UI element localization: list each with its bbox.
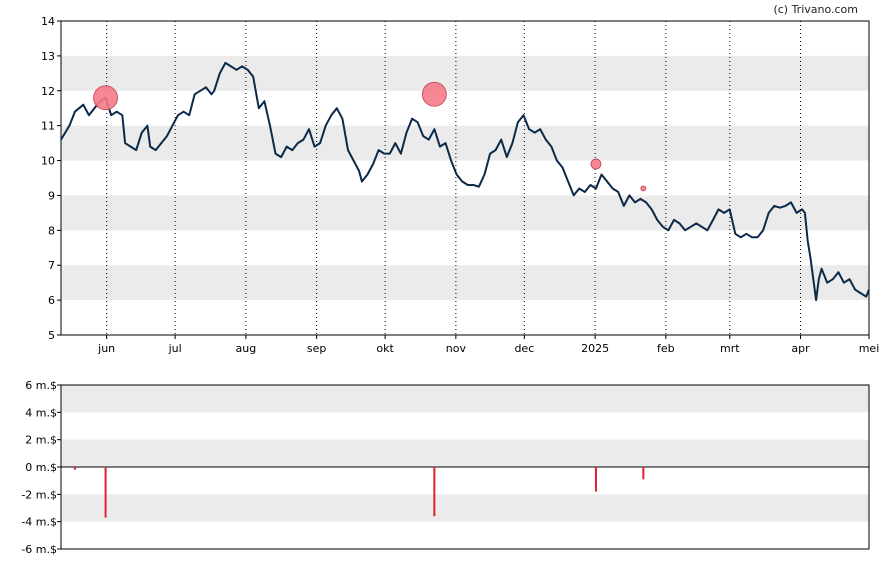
y-tick-label: 11 [41,120,55,133]
x-tick-label: aug [236,342,257,355]
grid-band [61,494,869,522]
y-tick-label: 6 [48,294,55,307]
x-tick-label: dec [514,342,534,355]
y-tick-label: 12 [41,85,55,98]
x-tick-label: apr [791,342,810,355]
y-tick-label: 8 [48,224,55,237]
insider-marker [640,185,647,192]
x-tick-label: mei [859,342,880,355]
y-tick-label: 9 [48,189,55,202]
y-tick-label: -6 m.$ [21,543,57,556]
x-tick-label: sep [307,342,326,355]
y-tick-label: 10 [41,155,55,168]
y-tick-label: 14 [41,15,55,28]
x-tick-label: jun [97,342,115,355]
price-panel: 5 6 7 8 9 10 11 12 13 14 jun jul aug sep okt nov dec 2025… [41,15,879,355]
grid-band [61,439,869,467]
grid-band [61,385,869,413]
y-tick-label: -2 m.$ [21,488,57,501]
insider-marker [590,158,602,170]
y-tick-label: 0 m.$ [25,461,57,474]
grid-band [61,265,869,301]
x-tick-label: jul [168,342,182,355]
x-tick-label: 2025 [581,342,609,355]
volume-panel: 6 m.$ 4 m.$ 2 m.$ 0 m.$ -2 m.$ -4 m.$ -6 m.$ [21,379,870,556]
insider-marker [93,85,118,111]
price-frame [60,20,870,336]
price-line [60,61,870,302]
y-tick-label: 5 [48,329,55,342]
y-tick-label: 4 m.$ [25,406,57,419]
grid-band [61,125,869,161]
grid-band [61,55,869,91]
x-tick-label: mrt [720,342,740,355]
y-tick-label: -4 m.$ [21,516,57,529]
credit-text: (c) Trivano.com [773,3,858,16]
grid-band [61,195,869,231]
y-tick-label: 6 m.$ [25,379,57,392]
insider-marker [421,81,447,107]
y-tick-label: 13 [41,50,55,63]
y-tick-label: 7 [48,259,55,272]
y-tick-label: 2 m.$ [25,434,57,447]
x-tick-label: nov [446,342,467,355]
x-tick-label: okt [376,342,394,355]
x-tick-label: feb [657,342,675,355]
